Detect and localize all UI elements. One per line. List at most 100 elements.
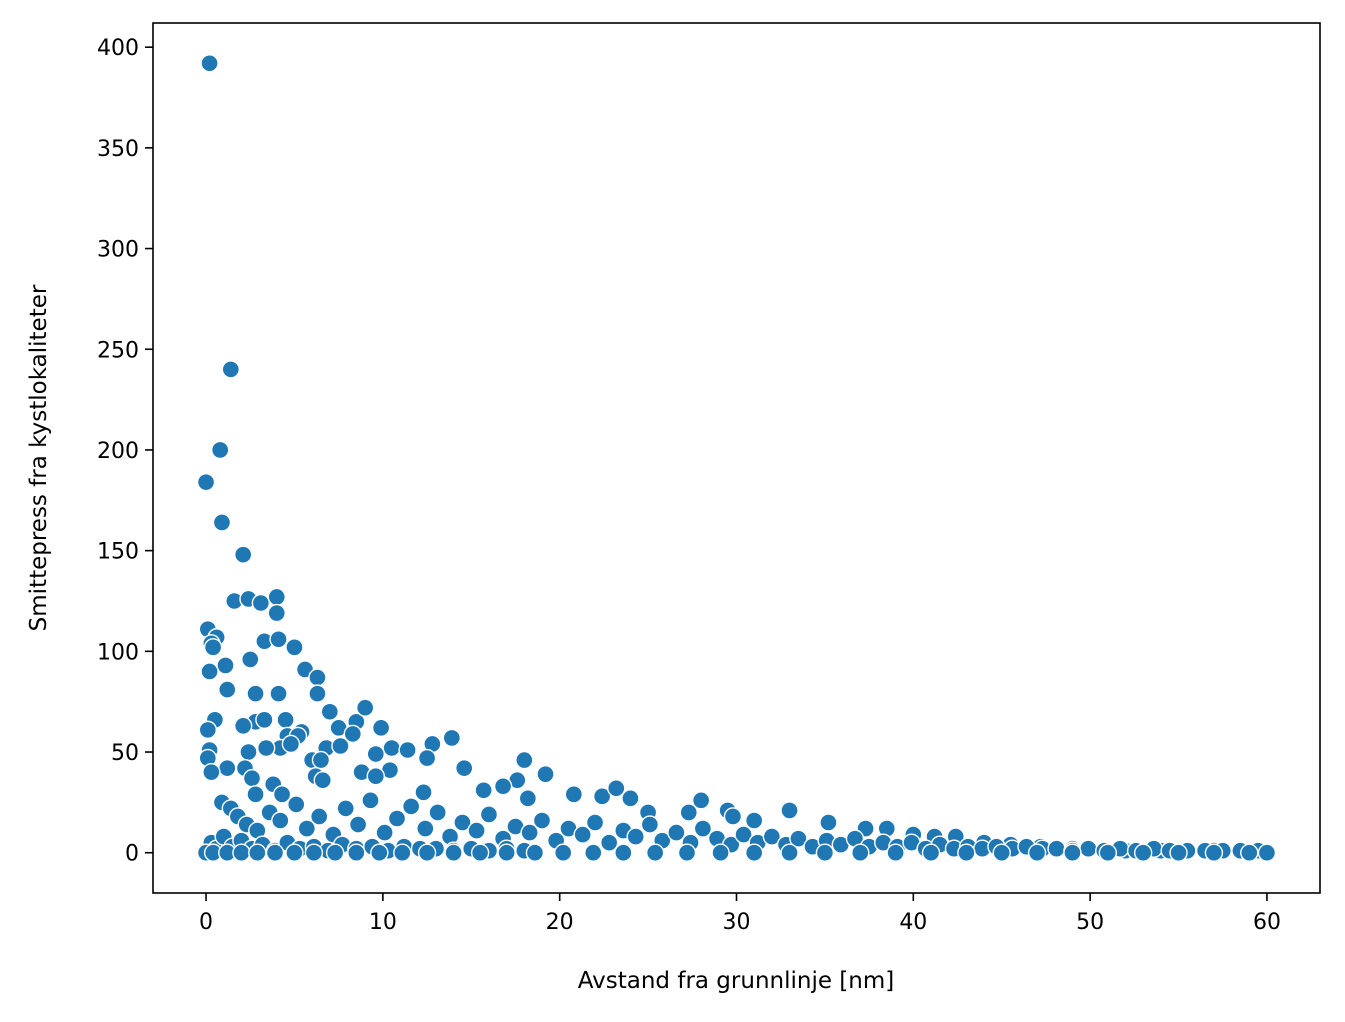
data-point [470, 843, 490, 862]
data-point [198, 720, 218, 740]
data-point [815, 843, 835, 862]
data-point [272, 785, 292, 804]
data-point [645, 843, 665, 862]
data-point [239, 742, 258, 762]
y-axis-label: Smittepress fra kystlokaliteter [26, 284, 52, 631]
data-point [520, 823, 539, 842]
x-tick-label: 10 [369, 910, 397, 935]
data-point [308, 668, 327, 687]
data-point [281, 734, 301, 754]
data-point [241, 650, 260, 669]
data-point [348, 815, 368, 834]
data-point [532, 811, 552, 830]
data-point [417, 748, 437, 768]
data-point [343, 724, 362, 744]
data-point [265, 843, 285, 862]
data-point [233, 716, 253, 736]
data-point [536, 764, 555, 784]
data-point [554, 843, 573, 862]
data-point [304, 843, 324, 862]
data-point [366, 744, 385, 764]
data-point [723, 807, 743, 826]
data-point [414, 783, 433, 802]
data-point [762, 827, 782, 846]
data-point [428, 803, 447, 822]
x-tick-label: 30 [723, 910, 751, 935]
y-tick-label: 0 [125, 842, 139, 867]
data-point [393, 843, 412, 862]
data-point [518, 789, 538, 808]
data-point [210, 440, 230, 460]
data-point [1098, 843, 1118, 862]
data-point [444, 843, 463, 862]
data-point [614, 843, 633, 862]
data-point [474, 781, 493, 800]
data-point [607, 779, 626, 798]
data-point [276, 710, 295, 730]
data-point [626, 827, 645, 846]
data-point [744, 811, 764, 830]
data-point [297, 819, 317, 838]
data-point [711, 843, 730, 862]
data-point [308, 684, 327, 703]
data-point [196, 472, 216, 492]
data-point [269, 684, 288, 703]
x-axis-ticks: 0 10 20 30 40 50 60 [199, 893, 1281, 935]
data-point [744, 843, 764, 862]
x-tick-label: 0 [199, 910, 213, 935]
data-point [200, 54, 219, 73]
data-point [1027, 843, 1047, 862]
data-point [1133, 843, 1153, 862]
data-point [585, 813, 605, 832]
data-point [310, 807, 329, 826]
x-tick-label: 40 [899, 910, 927, 935]
data-point [285, 843, 304, 862]
data-point [401, 797, 421, 816]
data-point [1204, 843, 1224, 862]
data-point [886, 843, 905, 862]
x-tick-label: 60 [1253, 910, 1281, 935]
data-point [679, 803, 698, 822]
data-point [347, 843, 366, 862]
y-tick-label: 50 [111, 741, 139, 766]
y-tick-label: 150 [97, 540, 139, 565]
data-point [203, 638, 223, 657]
data-point [267, 603, 286, 623]
y-tick-label: 250 [97, 338, 139, 363]
data-point [355, 698, 375, 717]
data-point [515, 750, 534, 770]
data-point [233, 545, 253, 564]
data-point [1240, 843, 1259, 862]
data-point [370, 843, 389, 862]
data-point [640, 815, 660, 834]
data-point [251, 593, 271, 613]
x-axis-label: Avstand fra grunnlinje [nm] [578, 968, 894, 994]
data-point [789, 829, 808, 848]
data-point [467, 821, 486, 840]
data-point [1063, 843, 1082, 862]
x-tick-label: 20 [546, 910, 574, 935]
y-tick-label: 200 [97, 439, 139, 464]
data-point [256, 738, 276, 758]
data-point [202, 762, 221, 782]
data-point [819, 813, 838, 832]
data-point [453, 813, 472, 832]
data-point [1257, 843, 1277, 862]
data-point [218, 680, 237, 699]
data-point [1169, 843, 1188, 862]
data-point [992, 843, 1011, 862]
data-point [493, 777, 513, 796]
data-point [1047, 839, 1066, 858]
data-point [442, 728, 462, 748]
data-point [497, 843, 516, 862]
y-tick-label: 400 [97, 36, 139, 61]
data-point [398, 740, 417, 760]
data-point [387, 809, 407, 828]
data-point [677, 843, 697, 862]
data-point [921, 843, 941, 862]
data-point [285, 638, 304, 657]
data-point [320, 702, 340, 721]
data-point [232, 843, 251, 862]
data-point [479, 805, 499, 824]
